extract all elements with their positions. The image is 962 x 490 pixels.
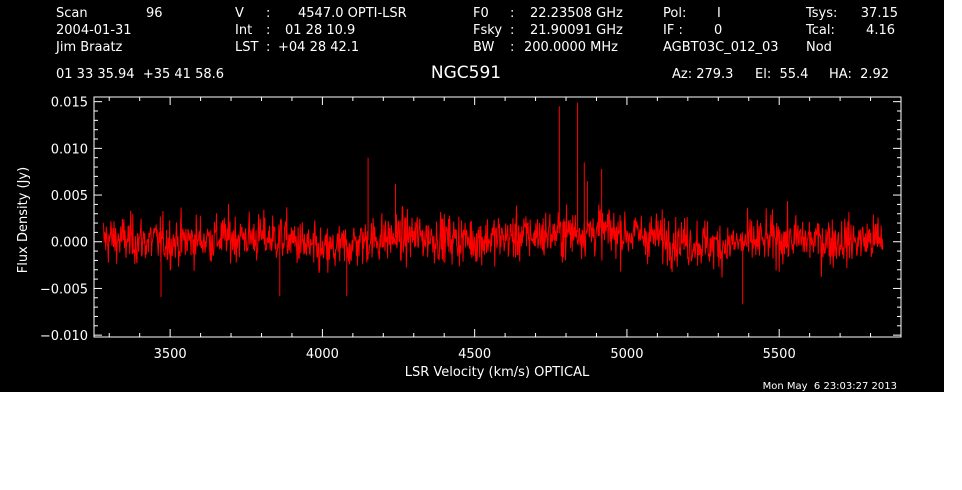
y-tick-label: 0.015 xyxy=(51,96,88,111)
spectrum-series-line xyxy=(102,201,884,278)
sky-frequency-label: Fsky xyxy=(473,23,502,38)
y-axis-ticks: −0.010 −0.005 0.000 0.005 0.010 0.015 xyxy=(40,96,901,344)
scan-number: 96 xyxy=(146,6,163,21)
y-axis-label: Flux Density (Jy) xyxy=(16,167,31,273)
velocity-colon: : xyxy=(266,6,270,21)
x-tick-label: 4500 xyxy=(458,347,491,362)
bandwidth-value: 200.0000 MHz xyxy=(524,40,618,55)
sky-frequency-colon: : xyxy=(510,23,514,38)
bandwidth-label: BW xyxy=(473,40,494,55)
x-axis-ticks: 3500 4000 4500 5000 5500 xyxy=(108,97,872,362)
x-tick-label: 5500 xyxy=(763,347,796,362)
rest-frequency-value: 22.23508 GHz xyxy=(530,6,623,21)
velocity-value: 4547.0 OPTI-LSR xyxy=(298,6,407,21)
integration-colon: : xyxy=(266,23,270,38)
y-tick-label: −0.010 xyxy=(40,329,88,344)
polarization-value: I xyxy=(717,6,721,21)
observer-name: Jim Braatz xyxy=(55,40,123,55)
tsys-value: 37.15 xyxy=(861,6,898,21)
x-tick-label: 5000 xyxy=(610,347,643,362)
rest-frequency-label: F0 xyxy=(473,6,489,21)
x-axis-label: LSR Velocity (km/s) OPTICAL xyxy=(405,365,590,380)
tcal-value: 4.16 xyxy=(866,23,895,38)
if-label: IF : xyxy=(663,23,683,38)
y-tick-label: 0.010 xyxy=(51,142,88,157)
y-tick-label: 0.000 xyxy=(51,236,88,251)
hour-angle: HA: 2.92 xyxy=(829,67,889,82)
lst-colon: : xyxy=(266,40,270,55)
integration-value: 01 28 10.9 xyxy=(285,23,355,38)
project-id: AGBT03C_012_03 xyxy=(663,40,779,55)
x-tick-label: 4000 xyxy=(306,347,339,362)
y-tick-label: 0.005 xyxy=(51,189,88,204)
azimuth: Az: 279.3 xyxy=(672,67,733,82)
rest-frequency-colon: : xyxy=(510,6,514,21)
velocity-label: V xyxy=(235,6,244,21)
tcal-label: Tcal: xyxy=(805,23,835,38)
observation-date: 2004-01-31 xyxy=(56,23,132,38)
elevation: El: 55.4 xyxy=(755,67,808,82)
source-name: NGC591 xyxy=(431,63,501,83)
integration-label: Int xyxy=(235,23,252,38)
lst-value: +04 28 42.1 xyxy=(278,40,359,55)
sky-frequency-value: 21.90091 GHz xyxy=(530,23,623,38)
if-value: 0 xyxy=(714,23,722,38)
plot-timestamp: Mon May 6 23:03:27 2013 xyxy=(763,381,897,392)
spectrum-spikes xyxy=(160,102,744,305)
polarization-label: Pol: xyxy=(663,6,686,21)
bandwidth-colon: : xyxy=(510,40,514,55)
lst-label: LST xyxy=(235,40,258,55)
x-tick-label: 3500 xyxy=(154,347,187,362)
switching-mode: Nod xyxy=(806,40,832,55)
plot-panel: Scan 96 2004-01-31 Jim Braatz V : 4547.0… xyxy=(0,0,944,392)
y-tick-label: −0.005 xyxy=(40,282,88,297)
source-coordinates: 01 33 35.94 +35 41 58.6 xyxy=(56,67,224,82)
tsys-label: Tsys: xyxy=(805,6,837,21)
plot-frame xyxy=(93,96,902,338)
scan-label: Scan xyxy=(56,6,88,21)
spectrum-plot: Scan 96 2004-01-31 Jim Braatz V : 4547.0… xyxy=(16,6,902,392)
